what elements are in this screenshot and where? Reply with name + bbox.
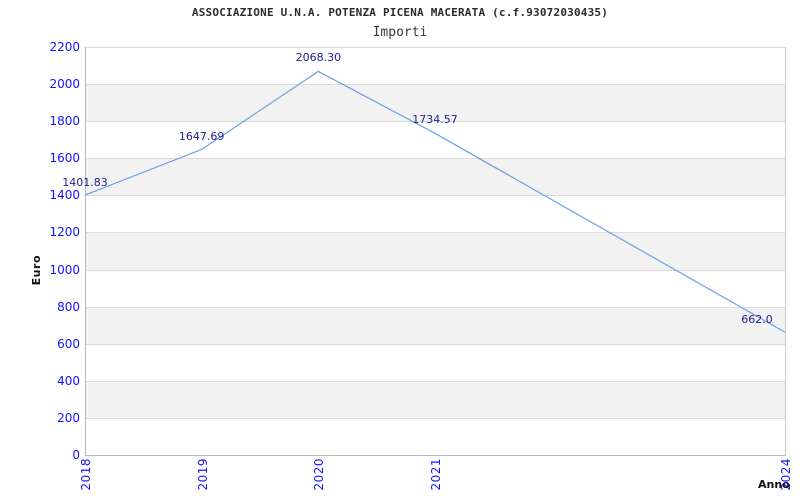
data-point-label: 1647.69 [178,130,225,144]
gridline [85,343,785,345]
gridline [85,380,785,382]
data-point-label: 662.0 [741,313,773,327]
x-axis-title: Anno [758,478,790,491]
y-tick-label: 0 [72,448,80,462]
y-tick-label: 400 [57,373,80,388]
gridline [85,269,785,271]
background-band [85,380,785,418]
x-axis-line [85,455,786,456]
plot-area [85,47,786,456]
background-band [85,158,785,196]
gridline [85,121,785,123]
gridline [85,232,785,234]
data-point-label: 2068.30 [295,51,342,65]
gridline [85,195,785,197]
gridline [85,84,785,86]
gridline [85,47,785,48]
background-band [85,306,785,344]
data-point-label: 1734.57 [412,113,458,127]
y-tick-label: 1200 [49,225,80,240]
y-tick-label: 600 [57,336,80,351]
y-tick-label: 2000 [49,77,80,92]
y-tick-label: 1600 [49,151,80,166]
chart-title: ASSOCIAZIONE U.N.A. POTENZA PICENA MACER… [191,6,609,19]
background-band [85,84,785,122]
y-tick-label: 1400 [49,188,80,203]
gridline [85,158,785,160]
y-tick-label: 200 [57,410,80,425]
y-tick-label: 1000 [49,262,80,277]
data-point-label: 1401.83 [62,176,108,190]
gridline [85,417,785,419]
y-axis-line [85,47,86,456]
chart-subtitle: Importi [372,25,428,40]
y-tick-label: 1800 [49,114,80,129]
y-tick-label: 2200 [49,40,80,54]
gridline [85,306,785,308]
y-tick-label: 800 [57,299,80,314]
y-axis-tick-labels: 0 200 400 600 800 1000 1200 1400 1600 1800 2000 220… [0,0,80,500]
background-band [85,232,785,270]
